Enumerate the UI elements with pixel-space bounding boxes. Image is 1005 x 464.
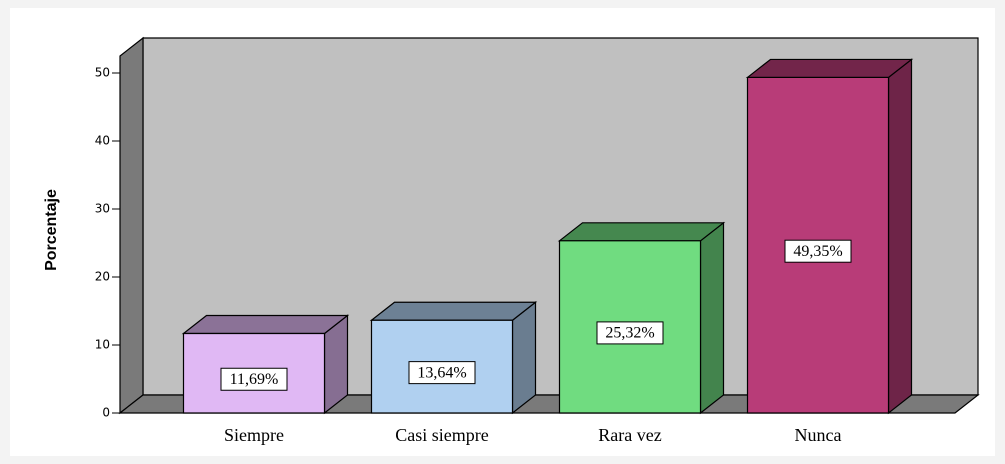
bar [557,221,726,415]
y-tick-label: 30 [95,202,110,216]
value-label: 25,32% [605,325,654,342]
value-label-box [784,239,852,263]
y-tick-label: 40 [95,134,110,148]
bar [181,314,350,415]
value-label-box [596,321,664,345]
bar-top [745,58,914,79]
bar-side [887,58,913,415]
bar [369,301,538,415]
y-tick-label: 10 [95,338,110,352]
left-wall [119,36,144,415]
value-label: 49,35% [793,243,842,260]
bar-top [181,314,350,335]
value-label: 13,64% [417,364,466,381]
value-label-box [220,367,288,391]
value-label-box [408,361,476,385]
x-tick-label: Nunca [795,425,842,445]
y-axis-label: Porcentaje [43,189,60,271]
y-tick-label: 0 [102,406,110,420]
x-tick-label: Casi siempre [395,425,488,445]
bar-side [511,301,537,415]
bar-side [699,221,725,415]
x-tick-label: Siempre [224,425,284,445]
value-label: 11,69% [230,371,279,388]
bar-top [557,222,726,242]
y-tick-label: 50 [95,66,110,80]
y-tick-label: 20 [95,270,110,284]
bar [745,58,914,415]
x-tick-label: Rara vez [598,425,661,445]
bar-top [369,301,538,321]
